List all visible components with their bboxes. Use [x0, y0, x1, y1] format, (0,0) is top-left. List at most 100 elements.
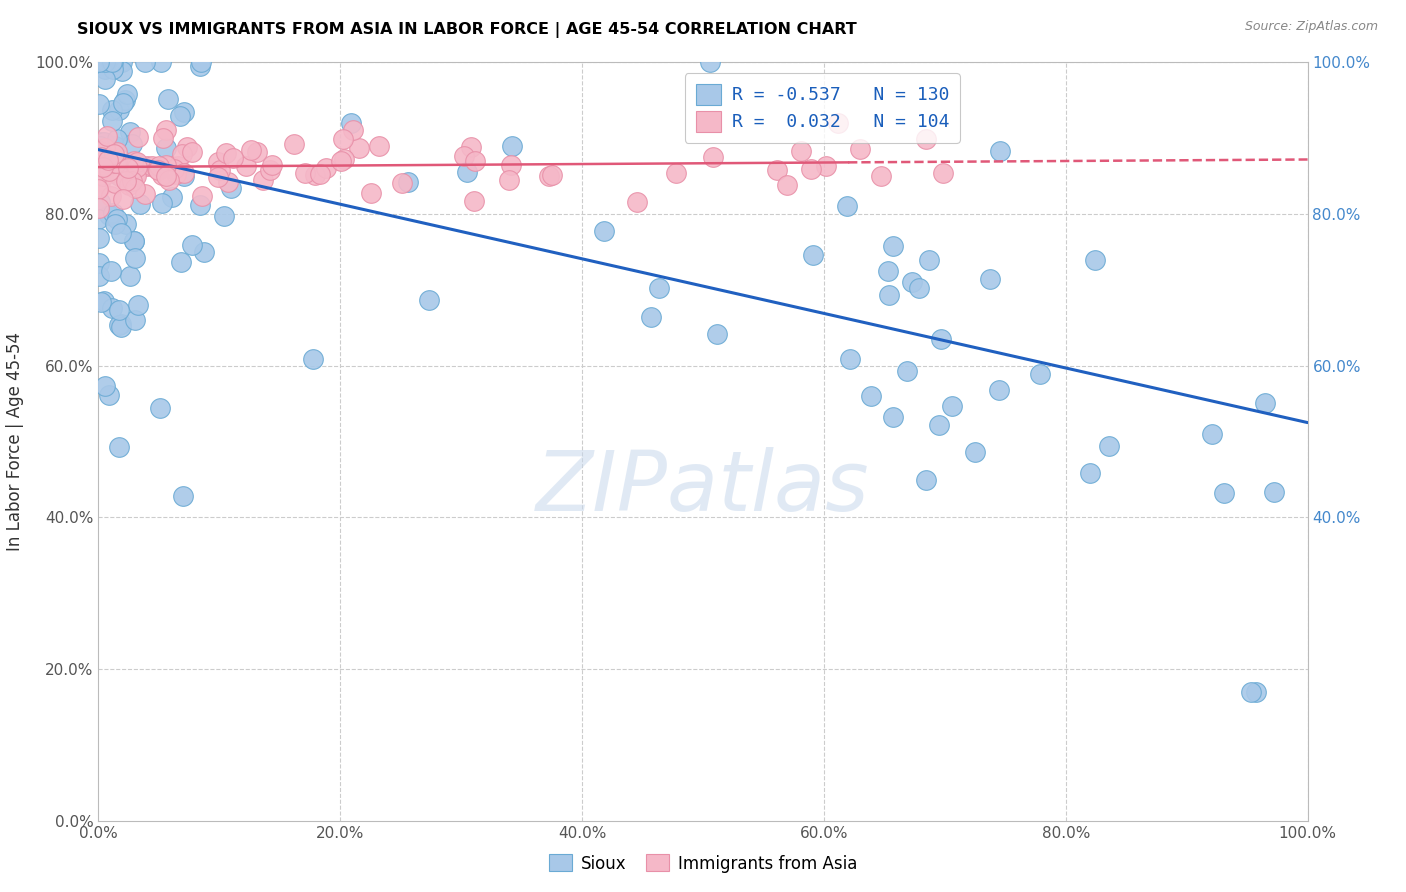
Point — [207, 169, 229, 184]
Point — [146, 163, 169, 178]
Point — [157, 172, 180, 186]
Point — [368, 139, 391, 153]
Point — [155, 141, 177, 155]
Point — [117, 161, 139, 175]
Point — [252, 173, 274, 187]
Point — [165, 167, 187, 181]
Point — [101, 55, 124, 70]
Point — [115, 87, 138, 101]
Point — [104, 155, 127, 169]
Point — [93, 55, 115, 70]
Point — [110, 319, 132, 334]
Point — [120, 125, 142, 139]
Point — [259, 162, 281, 177]
Point — [235, 159, 257, 173]
Point — [114, 218, 136, 232]
Point — [107, 318, 129, 332]
Point — [152, 131, 174, 145]
Point — [537, 169, 560, 184]
Point — [294, 166, 316, 180]
Point — [932, 166, 955, 180]
Point — [103, 147, 125, 161]
Point — [90, 295, 112, 310]
Point — [190, 55, 212, 70]
Point — [498, 173, 520, 187]
Point — [87, 201, 110, 215]
Point — [89, 174, 111, 188]
Point — [134, 186, 156, 201]
Point — [901, 276, 924, 290]
Point — [134, 55, 156, 70]
Point — [107, 132, 129, 146]
Point — [156, 92, 179, 106]
Point — [190, 189, 212, 203]
Point — [217, 175, 239, 189]
Y-axis label: In Labor Force | Age 45-54: In Labor Force | Age 45-54 — [7, 332, 24, 551]
Point — [105, 145, 128, 159]
Point — [103, 55, 125, 70]
Point — [979, 271, 1001, 285]
Point — [827, 116, 849, 130]
Point — [124, 180, 146, 194]
Point — [94, 157, 117, 171]
Point — [190, 59, 212, 73]
Point — [170, 147, 193, 161]
Point — [93, 160, 115, 174]
Point — [309, 167, 332, 181]
Point — [104, 155, 127, 169]
Point — [283, 136, 305, 151]
Point — [90, 161, 112, 176]
Point — [108, 55, 131, 70]
Point — [907, 281, 929, 295]
Point — [124, 252, 146, 266]
Point — [208, 163, 231, 178]
Legend: R = -0.537   N = 130, R =  0.032   N = 104: R = -0.537 N = 130, R = 0.032 N = 104 — [685, 73, 960, 143]
Point — [101, 103, 124, 117]
Point — [125, 156, 148, 170]
Point — [104, 217, 127, 231]
Point — [146, 162, 169, 177]
Point — [105, 211, 128, 226]
Point — [176, 140, 198, 154]
Point — [640, 310, 662, 324]
Point — [148, 159, 170, 173]
Point — [112, 169, 135, 184]
Point — [122, 234, 145, 248]
Point — [173, 169, 195, 184]
Point — [107, 168, 129, 182]
Point — [100, 55, 122, 70]
Point — [89, 144, 111, 158]
Point — [110, 55, 132, 70]
Point — [101, 301, 124, 315]
Point — [100, 188, 122, 202]
Point — [173, 489, 195, 503]
Point — [125, 160, 148, 174]
Point — [1201, 426, 1223, 441]
Point — [915, 132, 938, 146]
Point — [89, 153, 111, 168]
Point — [1240, 685, 1263, 699]
Point — [170, 255, 193, 269]
Point — [1254, 396, 1277, 410]
Point — [118, 268, 141, 283]
Point — [90, 150, 112, 164]
Point — [96, 146, 118, 161]
Point — [1078, 467, 1101, 481]
Point — [114, 93, 136, 107]
Point — [121, 164, 143, 178]
Point — [839, 352, 862, 367]
Point — [849, 142, 872, 156]
Point — [215, 146, 238, 161]
Point — [96, 55, 118, 70]
Point — [1244, 685, 1267, 699]
Point — [94, 62, 117, 76]
Point — [464, 153, 486, 168]
Point — [93, 294, 115, 309]
Point — [929, 332, 952, 346]
Point — [110, 318, 132, 332]
Point — [104, 152, 127, 166]
Point — [89, 139, 111, 153]
Point — [87, 145, 110, 159]
Point — [107, 303, 129, 318]
Point — [347, 141, 370, 155]
